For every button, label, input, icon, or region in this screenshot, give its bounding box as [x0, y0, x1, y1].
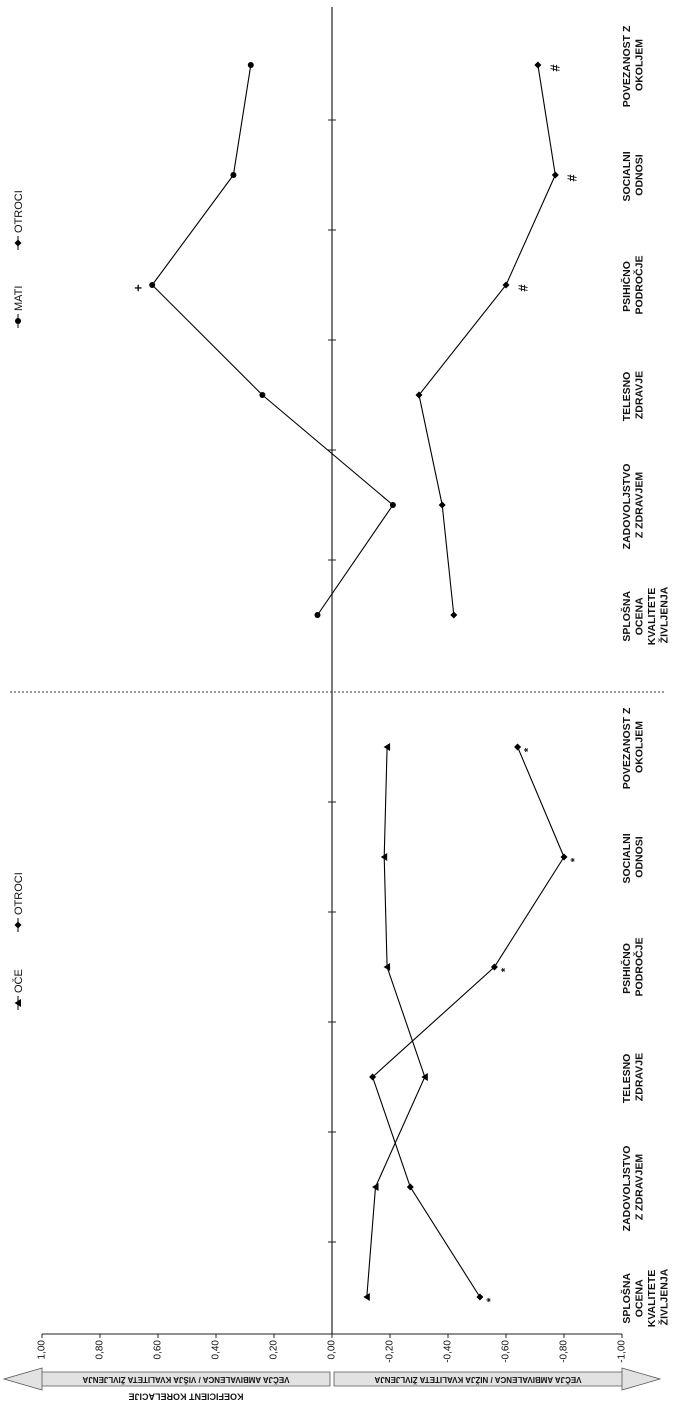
x-tick-label: SOCIALNI ODNOSI — [621, 830, 646, 883]
significance-flag: * — [523, 747, 535, 752]
series-line — [366, 746, 426, 1298]
point — [450, 611, 458, 619]
arrow-label: VEČJA AMBIVALENCA / VIŠJA KVALITETA ŽIVL… — [82, 1375, 289, 1384]
y-tick-label: 1,00 — [37, 1340, 48, 1360]
x-tick-label: SOCIALNI ODNOSI — [621, 148, 646, 201]
x-tick-label: ZADOVOLJSTVO Z ZDRAVJEM — [621, 1143, 646, 1232]
point — [534, 61, 542, 69]
arrow-down — [333, 1367, 662, 1391]
legend-label: MATI — [13, 286, 25, 311]
point — [259, 392, 266, 398]
point — [438, 501, 446, 509]
point — [369, 1073, 377, 1081]
point — [230, 172, 237, 178]
point — [247, 62, 254, 68]
point — [389, 502, 396, 508]
significance-flag: * — [485, 1297, 497, 1302]
legend-label: OČE — [12, 969, 25, 993]
y-tick-label: 0,00 — [327, 1340, 338, 1360]
x-tick-label: SPLOŠNA OCENA KVALITETE ŽIVLJENJA — [620, 1267, 671, 1327]
point — [149, 282, 156, 288]
point — [14, 239, 22, 247]
arrow-label: VEČJA AMBIVALENCA / NIŽJA KVALITETA ŽIVL… — [374, 1375, 581, 1384]
y-tick-label: -1,00 — [617, 1340, 628, 1363]
significance-flag: # — [547, 64, 562, 72]
significance-flag: * — [569, 857, 581, 862]
y-tick-label: -0,20 — [385, 1340, 396, 1363]
axis-title: KOEFICIENT KORELACIJE — [128, 1392, 243, 1402]
x-tick-label: PSIHIČNO PODROČJE — [620, 256, 646, 315]
y-tick-label: 0,80 — [95, 1340, 106, 1360]
point — [363, 1293, 370, 1301]
point — [372, 1183, 379, 1191]
x-tick-label: SPLOŠNA OCENA KVALITETE ŽIVLJENJA — [620, 585, 671, 645]
point — [490, 963, 498, 971]
x-tick-label: TELESNO ZDRAVJE — [621, 369, 646, 422]
significance-flag: * — [499, 967, 511, 972]
significance-flag: # — [565, 174, 580, 182]
point — [14, 921, 22, 929]
x-tick-label: TELESNO ZDRAVJE — [621, 1051, 646, 1104]
series-line — [418, 64, 556, 616]
point — [476, 1293, 484, 1301]
significance-flag: + — [131, 284, 146, 292]
significance-flag: # — [515, 284, 530, 292]
y-tick-label: 0,20 — [269, 1340, 280, 1360]
point — [514, 743, 522, 751]
series-line — [371, 746, 565, 1298]
x-tick-label: PSIHIČNO PODROČJE — [620, 938, 646, 997]
point — [502, 281, 510, 289]
point — [406, 1183, 414, 1191]
y-tick-label: 0,40 — [211, 1340, 222, 1360]
series-line — [151, 64, 394, 616]
point — [383, 963, 391, 971]
arrow-up — [2, 1367, 331, 1391]
y-tick-label: -0,40 — [443, 1340, 454, 1363]
y-tick-label: 0,60 — [153, 1340, 164, 1360]
x-tick-label: POVEZANOST Z OKOLJEM — [621, 23, 646, 108]
point — [383, 743, 391, 751]
legend-label: OTROCI — [13, 190, 25, 233]
point — [380, 853, 388, 861]
point — [551, 171, 559, 179]
point — [14, 999, 21, 1007]
y-tick-label: -0,80 — [559, 1340, 570, 1363]
legend-label: OTROCI — [13, 872, 25, 915]
point — [314, 612, 321, 618]
point — [560, 853, 568, 861]
y-tick-label: -0,60 — [501, 1340, 512, 1363]
point — [15, 318, 21, 324]
x-tick-label: POVEZANOST Z OKOLJEM — [621, 705, 646, 790]
x-tick-label: ZADOVOLJSTVO Z ZDRAVJEM — [621, 461, 646, 550]
point — [415, 391, 423, 399]
point — [421, 1073, 428, 1081]
